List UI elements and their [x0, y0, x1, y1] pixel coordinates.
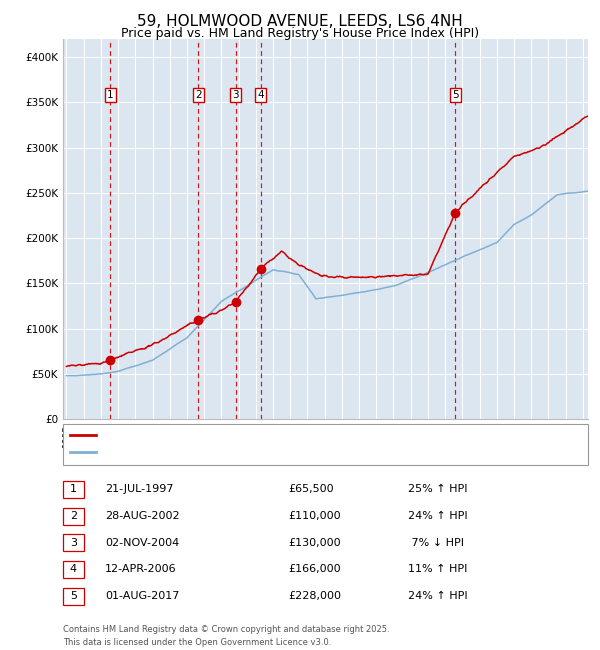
Text: Price paid vs. HM Land Registry's House Price Index (HPI): Price paid vs. HM Land Registry's House …: [121, 27, 479, 40]
Text: £130,000: £130,000: [288, 538, 341, 548]
Text: 01-AUG-2017: 01-AUG-2017: [105, 591, 179, 601]
Text: 25% ↑ HPI: 25% ↑ HPI: [408, 484, 467, 495]
Text: £65,500: £65,500: [288, 484, 334, 495]
Text: 12-APR-2006: 12-APR-2006: [105, 564, 176, 575]
Text: HPI: Average price, semi-detached house, Leeds: HPI: Average price, semi-detached house,…: [101, 447, 342, 458]
Text: 5: 5: [452, 90, 458, 100]
Text: 59, HOLMWOOD AVENUE, LEEDS, LS6 4NH: 59, HOLMWOOD AVENUE, LEEDS, LS6 4NH: [137, 14, 463, 29]
Text: 4: 4: [70, 564, 77, 575]
Text: 5: 5: [70, 591, 77, 601]
Text: Contains HM Land Registry data © Crown copyright and database right 2025.
This d: Contains HM Land Registry data © Crown c…: [63, 625, 389, 647]
Text: 21-JUL-1997: 21-JUL-1997: [105, 484, 173, 495]
Text: 2: 2: [70, 511, 77, 521]
Text: 24% ↑ HPI: 24% ↑ HPI: [408, 511, 467, 521]
Text: 24% ↑ HPI: 24% ↑ HPI: [408, 591, 467, 601]
Text: 1: 1: [70, 484, 77, 495]
Text: 2: 2: [195, 90, 202, 100]
Text: 11% ↑ HPI: 11% ↑ HPI: [408, 564, 467, 575]
Text: 1: 1: [107, 90, 113, 100]
Text: 3: 3: [233, 90, 239, 100]
Text: 28-AUG-2002: 28-AUG-2002: [105, 511, 179, 521]
Text: 3: 3: [70, 538, 77, 548]
Text: £166,000: £166,000: [288, 564, 341, 575]
Text: 59, HOLMWOOD AVENUE, LEEDS, LS6 4NH (semi-detached house): 59, HOLMWOOD AVENUE, LEEDS, LS6 4NH (sem…: [101, 430, 431, 440]
Text: 02-NOV-2004: 02-NOV-2004: [105, 538, 179, 548]
Text: £228,000: £228,000: [288, 591, 341, 601]
Text: £110,000: £110,000: [288, 511, 341, 521]
Text: 4: 4: [257, 90, 264, 100]
Text: 7% ↓ HPI: 7% ↓ HPI: [408, 538, 464, 548]
